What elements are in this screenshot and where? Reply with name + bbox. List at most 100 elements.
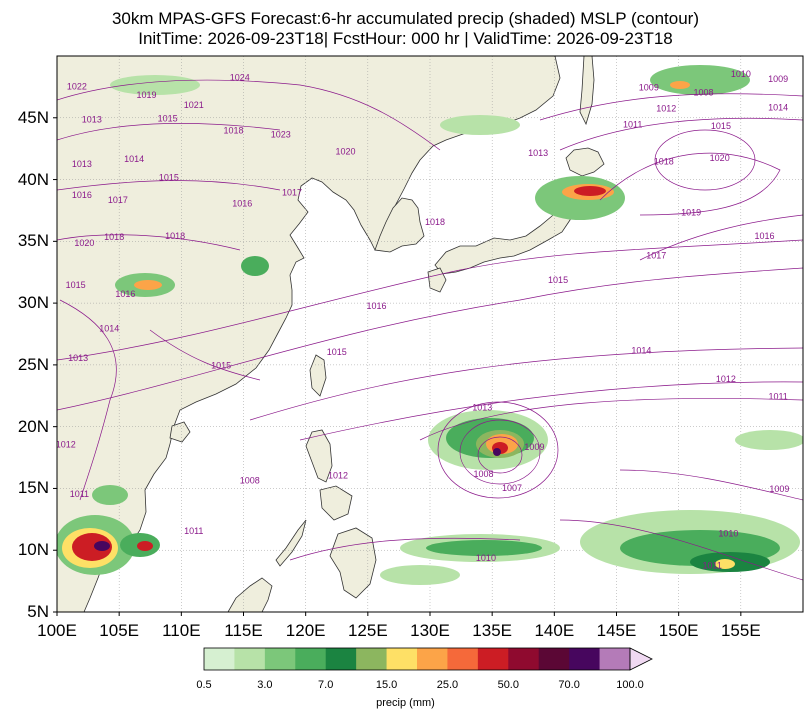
isobar-label: 1007 — [502, 483, 522, 493]
isobar-ring — [477, 436, 523, 474]
precip-itcz-band — [380, 510, 800, 585]
isobar-line — [419, 398, 803, 441]
colorbar-swatch — [538, 648, 570, 670]
isobar-line — [57, 123, 281, 141]
colorbar-tick-label: 100.0 — [616, 679, 644, 691]
isobar-ring — [437, 401, 559, 499]
axis-ticks — [53, 117, 742, 616]
precip-indochina — [57, 485, 160, 575]
isobar-label: 1010 — [476, 553, 496, 563]
colorbar-swatch — [417, 648, 448, 670]
colorbar-label: precip (mm) — [376, 697, 435, 709]
colorbar-tick-label: 25.0 — [436, 679, 459, 691]
isobar-label: 1009 — [639, 82, 659, 92]
lon-tick-label: 110E — [162, 621, 201, 640]
isobar-label: 1020 — [710, 153, 730, 163]
isobar-label: 1014 — [99, 323, 119, 333]
isobar-label: 1014 — [768, 102, 788, 112]
colorbar-swatch — [204, 648, 235, 670]
isobar-label: 1015 — [158, 113, 178, 123]
land-palawan — [275, 519, 307, 567]
lon-tick-label: 100E — [37, 621, 77, 640]
lon-tick-label: 145E — [596, 621, 637, 640]
lat-tick-label: 5N — [27, 602, 49, 621]
lon-tick-label: 125E — [347, 621, 388, 640]
isobar-label: 1015 — [66, 280, 86, 290]
isobar-label: 1024 — [230, 73, 250, 83]
map-title-line-2: InitTime: 2026-09-23T18| FcstHour: 000 h… — [138, 29, 673, 48]
precip-mongolia-north — [110, 65, 803, 450]
isobar-label: 1015 — [159, 173, 179, 183]
isobar-label: 1009 — [769, 484, 789, 494]
lat-tick-label: 30N — [17, 293, 49, 313]
colorbar — [203, 647, 653, 671]
isobar-line — [57, 234, 241, 251]
isobar-labels: 1024 1022 1019 1021 1015 1018 1023 1020 1013 1014… — [56, 69, 789, 571]
colorbar-tick-label: 3.0 — [257, 679, 273, 691]
colorbar-tick-label: 50.0 — [497, 679, 519, 691]
isobar-label: 1012 — [716, 374, 736, 384]
isobar-label: 1016 — [754, 231, 774, 241]
colorbar-swatch — [295, 648, 327, 670]
isobar-label: 1010 — [718, 529, 738, 539]
isobar-label: 1015 — [211, 360, 231, 370]
isobar-label: 1014 — [631, 346, 651, 356]
isobar-line — [559, 117, 803, 151]
isobar-label: 1008 — [240, 475, 260, 485]
lon-tick-label: 120E — [285, 621, 326, 640]
isobar-label: 1012 — [56, 440, 76, 450]
isobar-label: 1017 — [108, 195, 128, 205]
lat-tick-label: 40N — [17, 169, 49, 189]
isobar-label: 1014 — [124, 154, 144, 164]
lat-tick-label: 35N — [17, 231, 49, 251]
isobar-line — [57, 267, 803, 411]
lon-tick-label: 130E — [410, 621, 450, 640]
colorbar-tick-label: 0.5 — [196, 679, 212, 691]
lon-tick-label: 150E — [658, 621, 699, 640]
colorbar-swatch — [447, 648, 479, 670]
isobar-line — [599, 152, 781, 216]
land-mindanao — [329, 527, 377, 599]
isobar-label: 1016 — [115, 289, 135, 299]
isobar-label: 1020 — [74, 238, 94, 248]
isobar-line — [57, 79, 441, 151]
isobar-label: 1021 — [184, 100, 204, 110]
lon-tick-label: 135E — [472, 621, 513, 640]
colorbar-tick-label: 7.0 — [318, 679, 334, 691]
isobar-label: 1018 — [654, 157, 674, 167]
lon-tick-label: 155E — [720, 621, 761, 640]
land-hokkaido — [565, 147, 605, 177]
isobar-label: 1016 — [367, 301, 387, 311]
isobar-label: 1013 — [68, 353, 88, 363]
isobar-label: 1018 — [224, 126, 244, 136]
isobar-label: 1009 — [768, 74, 788, 84]
land-mainland-asia — [57, 56, 561, 612]
isobar-label: 1011 — [184, 526, 203, 536]
isobar-label: 1019 — [681, 207, 701, 217]
isobar-line — [289, 537, 521, 561]
isobar-label: 1012 — [328, 470, 348, 480]
isobar-label: 1011 — [623, 120, 642, 130]
colorbar-swatch — [599, 648, 631, 670]
lat-tick-label: 45N — [17, 107, 49, 127]
isobar-label: 1015 — [327, 347, 347, 357]
isobar-line — [539, 93, 803, 121]
isobar-label: 1015 — [711, 121, 731, 131]
isobar-label: 1023 — [271, 129, 291, 139]
colorbar-extend-arrow — [629, 647, 653, 671]
isobar-label: 1011 — [703, 561, 722, 571]
lon-tick-label: 105E — [99, 621, 140, 640]
land-korea — [374, 197, 425, 253]
colorbar-tick-label: 15.0 — [375, 679, 398, 691]
isobar-label: 1018 — [425, 217, 445, 227]
isobar-ring — [459, 419, 541, 485]
lat-tick-label: 15N — [17, 478, 49, 498]
isobar-label: 1018 — [104, 232, 124, 242]
land-taiwan — [309, 354, 327, 397]
map-title-line-1: 30km MPAS-GFS Forecast:6-hr accumulated … — [111, 9, 700, 28]
isobar-label: 1013 — [72, 159, 92, 169]
land-mindoro-visayas — [319, 485, 353, 521]
isobar-label: 1010 — [731, 69, 751, 79]
land-hainan — [169, 421, 191, 443]
